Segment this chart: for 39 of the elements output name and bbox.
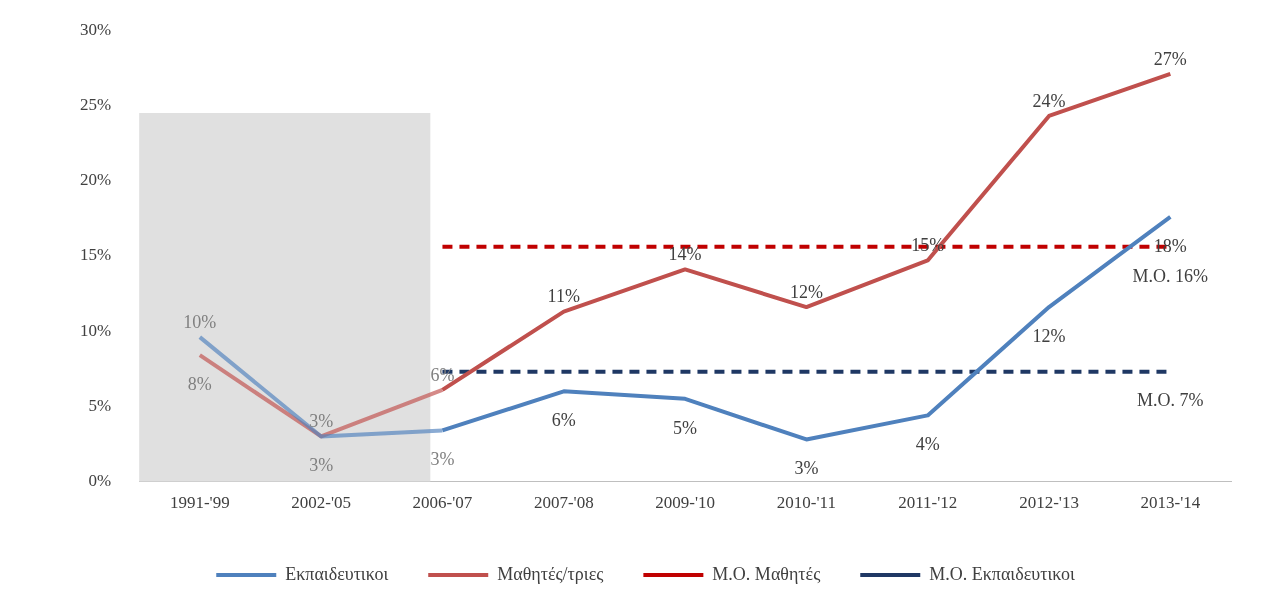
data-label: 8% [187, 373, 212, 394]
data-label: 27% [1153, 48, 1187, 69]
data-label: 6% [430, 364, 455, 385]
x-tick-label: 2012-'13 [1019, 493, 1079, 513]
data-label: 18% [1153, 235, 1187, 256]
y-tick-label: 5% [88, 395, 112, 415]
x-tick-label: 2009-'10 [655, 493, 715, 513]
data-label: 5% [673, 417, 698, 438]
y-tick-label: 10% [79, 320, 112, 340]
x-tick-label: 2007-'08 [533, 493, 594, 513]
data-label: 14% [668, 244, 702, 265]
data-label: 3% [430, 449, 455, 470]
data-label: 4% [915, 434, 940, 455]
y-tick-label: 20% [79, 170, 112, 190]
y-tick-label: 15% [79, 245, 112, 265]
x-tick-label: 2002-'05 [291, 493, 351, 513]
data-label: 3% [794, 458, 819, 479]
x-tick-label: 2010-'11 [776, 493, 836, 513]
legend-label: Μαθητές/τριες [497, 563, 604, 584]
x-tick-label: 2006-'07 [412, 493, 473, 513]
data-label: 24% [1032, 90, 1066, 111]
data-label: 3% [309, 411, 334, 432]
data-label: 12% [1032, 325, 1066, 346]
x-tick-label: 1991-'99 [169, 493, 230, 513]
y-tick-label: 30% [79, 19, 112, 39]
data-label: 6% [551, 410, 576, 431]
legend-label: Μ.Ο. Εκπαιδευτικοι [929, 563, 1075, 584]
x-tick-label: 2013-'14 [1140, 493, 1201, 513]
data-label: Μ.Ο. 7% [1137, 390, 1204, 411]
data-label: 12% [789, 281, 823, 302]
data-label: 10% [183, 311, 217, 332]
legend-label: Εκπαιδευτικοι [285, 563, 389, 584]
data-label: 3% [309, 455, 334, 476]
x-tick-label: 2011-'12 [898, 493, 958, 513]
y-tick-label: 25% [79, 94, 112, 114]
legend-label: Μ.Ο. Μαθητές [712, 563, 821, 584]
y-tick-label: 0% [88, 471, 112, 491]
data-label: Μ.Ο. 16% [1132, 265, 1209, 286]
data-label: 11% [547, 286, 580, 307]
